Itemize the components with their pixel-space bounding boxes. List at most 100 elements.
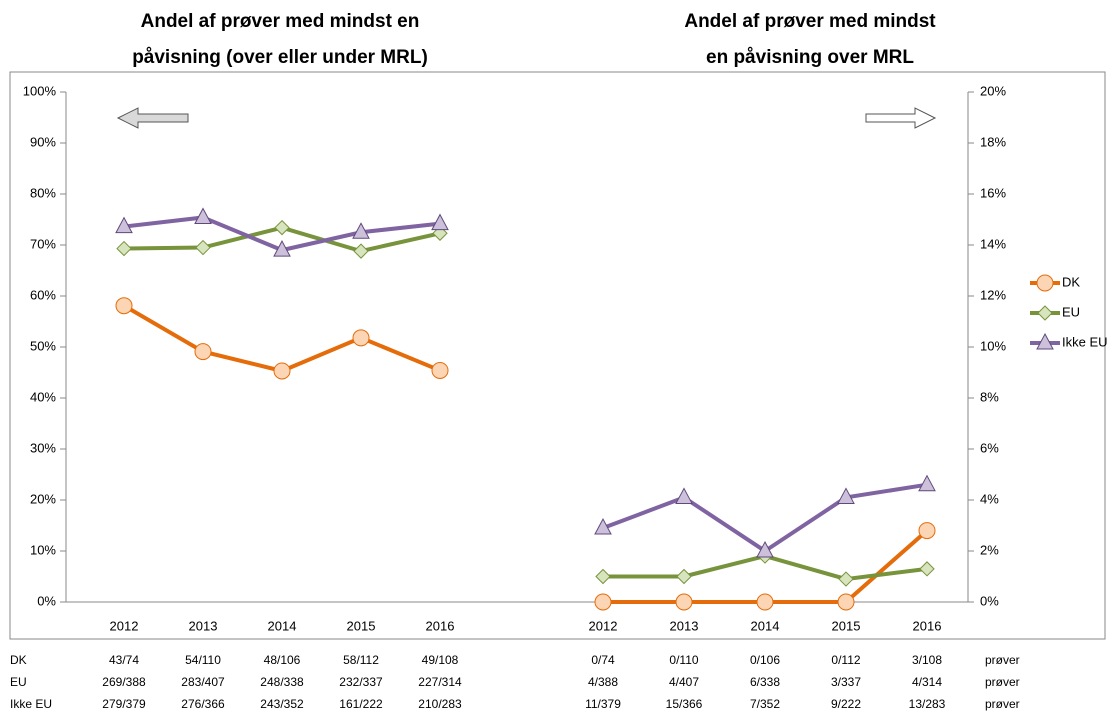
row-unit: prøver <box>985 653 1020 667</box>
y2-tick-label: 4% <box>980 491 999 506</box>
y-tick-label: 50% <box>30 338 56 353</box>
row-label: DK <box>10 653 27 667</box>
chart-title: påvisning (over eller under MRL) <box>132 47 428 68</box>
point <box>273 240 291 257</box>
y2-tick-label: 2% <box>980 542 999 557</box>
point <box>595 568 611 585</box>
left-arrow <box>116 107 189 129</box>
x-tick-label: 2012 <box>110 618 139 633</box>
y2-tick-label: 10% <box>980 338 1006 353</box>
point <box>431 213 449 231</box>
table-cell: 3/108 <box>912 653 942 667</box>
x-tick-label: 2016 <box>426 618 455 633</box>
x-tick-label: 2014 <box>268 618 297 633</box>
row-unit: prøver <box>985 675 1020 689</box>
point <box>1036 274 1054 292</box>
point <box>1037 305 1053 321</box>
x-tick-label: 2012 <box>589 618 618 633</box>
y-tick-label: 60% <box>30 287 56 302</box>
point <box>918 474 936 492</box>
x-tick-label: 2015 <box>832 618 861 633</box>
table-cell: 48/106 <box>264 653 301 667</box>
point <box>115 297 133 315</box>
table-cell: 6/338 <box>750 675 780 689</box>
point <box>594 517 612 535</box>
table-cell: 0/74 <box>591 653 615 667</box>
point <box>116 240 132 257</box>
table-cell: 13/283 <box>909 697 946 711</box>
table-cell: 279/379 <box>102 697 146 711</box>
table-cell: 4/407 <box>669 675 699 689</box>
x-tick-label: 2013 <box>189 618 218 633</box>
y-tick-label: 20% <box>30 491 56 506</box>
x-tick-label: 2013 <box>670 618 699 633</box>
y-tick-label: 90% <box>30 134 56 149</box>
table-cell: 43/74 <box>109 653 139 667</box>
point <box>273 362 291 380</box>
table-cell: 210/283 <box>418 697 462 711</box>
table-cell: 283/407 <box>181 675 225 689</box>
point <box>837 593 855 611</box>
y2-tick-label: 8% <box>980 389 999 404</box>
table-cell: 269/388 <box>102 675 146 689</box>
y2-tick-label: 6% <box>980 440 999 455</box>
table-cell: 248/338 <box>260 675 304 689</box>
table-cell: 11/379 <box>585 697 621 711</box>
table-cell: 276/366 <box>181 697 225 711</box>
y-tick-label: 10% <box>30 542 56 557</box>
legend-label: Ikke EU <box>1062 334 1108 349</box>
legend-label: DK <box>1062 274 1080 289</box>
y2-tick-label: 20% <box>980 83 1006 98</box>
y-tick-label: 40% <box>30 389 56 404</box>
point <box>675 593 693 611</box>
x-tick-label: 2016 <box>913 618 942 633</box>
point <box>353 243 369 259</box>
y-tick-label: 70% <box>30 236 56 251</box>
point <box>918 522 936 540</box>
point <box>352 329 370 347</box>
point <box>837 487 855 504</box>
chart-frame <box>9 71 1106 640</box>
table-cell: 227/314 <box>418 675 462 689</box>
x-tick-label: 2015 <box>347 618 376 633</box>
y2-tick-label: 16% <box>980 185 1006 200</box>
table-cell: 58/112 <box>343 653 379 667</box>
point <box>431 361 449 379</box>
y2-tick-label: 18% <box>980 134 1006 149</box>
point <box>756 540 774 558</box>
y-tick-label: 30% <box>30 440 56 455</box>
x-tick-label: 2014 <box>751 618 780 633</box>
row-label: EU <box>10 675 27 689</box>
point <box>194 207 212 224</box>
table-cell: 0/110 <box>669 653 698 667</box>
row-label: Ikke EU <box>10 697 52 711</box>
chart-title: Andel af prøver med mindst en <box>141 11 420 32</box>
chart-title: Andel af prøver med mindst <box>684 11 936 32</box>
y2-tick-label: 0% <box>980 593 999 608</box>
point <box>194 343 212 361</box>
right-arrow <box>865 107 937 129</box>
point <box>1036 332 1054 350</box>
y-tick-label: 0% <box>37 593 56 608</box>
legend-label: EU <box>1062 304 1080 319</box>
point <box>676 568 692 585</box>
chart-title: en påvisning over MRL <box>706 47 914 68</box>
table-cell: 0/112 <box>831 653 860 667</box>
y2-tick-label: 14% <box>980 236 1006 251</box>
table-cell: 7/352 <box>750 697 780 711</box>
table-cell: 4/388 <box>588 675 618 689</box>
table-cell: 4/314 <box>912 675 942 689</box>
point <box>274 219 290 236</box>
table-cell: 49/108 <box>422 653 459 667</box>
point <box>195 239 211 256</box>
table-cell: 243/352 <box>260 697 304 711</box>
point <box>675 487 693 504</box>
y2-tick-label: 12% <box>980 287 1006 302</box>
table-cell: 9/222 <box>831 697 861 711</box>
table-cell: 161/222 <box>339 697 383 711</box>
point <box>838 571 854 587</box>
point <box>594 593 612 611</box>
point <box>115 216 133 234</box>
table-cell: 0/106 <box>750 653 780 667</box>
